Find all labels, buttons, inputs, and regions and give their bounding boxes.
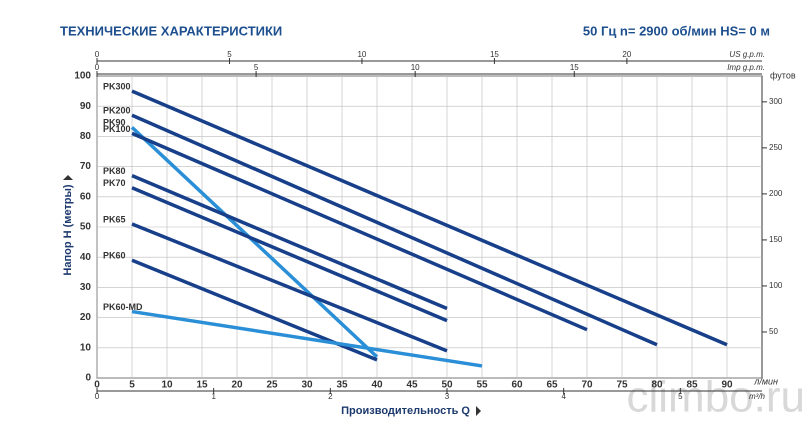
series-label: PK60: [103, 251, 126, 261]
y-tick-label: 20: [80, 312, 92, 323]
y-tick-label: 0: [85, 373, 91, 384]
secondary-tick-label: 0: [95, 392, 100, 401]
x-tick-label: 65: [546, 380, 558, 391]
y-tick-label: 60: [80, 191, 92, 202]
series-line: [131, 131, 588, 332]
y-tick-label: 30: [80, 282, 92, 293]
x-tick-label: 90: [721, 380, 733, 391]
y-tick-label: 10: [80, 342, 92, 353]
secondary-tick-label: 3: [445, 392, 450, 401]
x-tick-label: 45: [406, 380, 418, 391]
y2-tick-label: 300: [769, 97, 783, 106]
series-label: PK65: [103, 214, 126, 224]
series-line: [131, 174, 448, 311]
secondary-tick-label: 4: [561, 392, 566, 401]
series-line: [130, 126, 379, 359]
x-tick-label: 70: [581, 380, 593, 391]
x-tick-label: 85: [686, 380, 698, 391]
y-axis-label: Напор H (метры): [62, 184, 74, 275]
secondary-tick-label: 0: [95, 63, 100, 72]
secondary-tick-label: 5: [254, 63, 259, 72]
y2-tick-label: 150: [769, 235, 783, 244]
watermark: climbo.ru: [627, 373, 806, 422]
x-tick-label: 20: [231, 380, 243, 391]
y-tick-label: 40: [80, 252, 92, 263]
secondary-tick-label: 15: [490, 50, 499, 59]
x-tick-label: 0: [94, 380, 100, 391]
secondary-tick-label: 5: [678, 392, 683, 401]
series-line: [131, 186, 448, 323]
series-label: PK70: [103, 178, 126, 188]
secondary-axis-label: US g.p.m.: [729, 50, 765, 59]
x-tick-label: 10: [161, 380, 173, 391]
series-label: PK80: [103, 166, 126, 176]
x-tick-label: 5: [129, 380, 135, 391]
secondary-tick-label: 1: [211, 392, 216, 401]
x-tick-label: 35: [336, 380, 348, 391]
series-line: [131, 89, 728, 347]
arrow: [63, 175, 73, 180]
x-tick-label: 30: [301, 380, 313, 391]
secondary-axis-label: m³/h: [749, 392, 766, 401]
y2-tick-label: 200: [769, 189, 783, 198]
series-label: PK100: [103, 124, 131, 134]
y-tick-label: 50: [80, 222, 92, 233]
x-tick-label: 55: [476, 380, 488, 391]
x-tick-label: 15: [196, 380, 208, 391]
series-label: PK90: [103, 118, 126, 128]
x-axis-label: Производительность Q: [341, 405, 470, 417]
series-line: [131, 222, 448, 353]
series-label: PK60-MD: [103, 302, 143, 312]
x-tick-label: 40: [371, 380, 383, 391]
y-tick-label: 100: [74, 71, 91, 82]
secondary-tick-label: 5: [227, 50, 232, 59]
secondary-tick-label: 2: [328, 392, 333, 401]
series-line: [131, 113, 658, 347]
arrow: [476, 406, 481, 416]
y2-tick-label: 250: [769, 143, 783, 152]
series-label: PK200: [103, 106, 131, 116]
y2-tick-label: 50: [769, 327, 778, 336]
y-tick-label: 90: [80, 101, 92, 112]
y-tick-label: 70: [80, 161, 92, 172]
x-unit: л/мин: [753, 376, 778, 386]
secondary-tick-label: 0: [95, 50, 100, 59]
series-line: [131, 309, 483, 368]
x-tick-label: 60: [511, 380, 523, 391]
secondary-tick-label: 10: [357, 50, 366, 59]
secondary-tick-label: 15: [570, 63, 579, 72]
x-tick-label: 75: [616, 380, 628, 391]
chart-title: ТЕХНИЧЕСКИЕ ХАРАКТЕРИСТИКИ: [60, 23, 282, 38]
x-tick-label: 25: [266, 380, 278, 391]
secondary-axis-label: Imp g.p.m.: [727, 63, 765, 72]
y2-axis-label: футов: [770, 70, 796, 80]
series-label: PK300: [103, 81, 131, 91]
x-tick-label: 50: [441, 380, 453, 391]
y2-tick-label: 100: [769, 281, 783, 290]
y-tick-label: 80: [80, 131, 92, 142]
secondary-tick-label: 20: [622, 50, 631, 59]
chart-subtitle: 50 Гц n= 2900 об/мин HS= 0 м: [583, 23, 770, 38]
secondary-tick-label: 10: [411, 63, 420, 72]
x-tick-label: 80: [651, 380, 663, 391]
